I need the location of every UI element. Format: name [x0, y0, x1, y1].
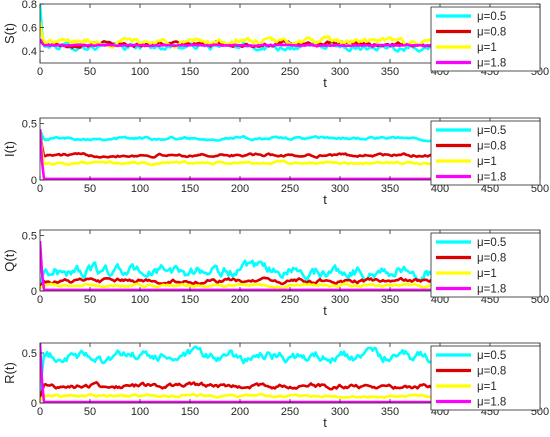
y-tick-label: 0.5 — [22, 348, 37, 360]
x-tick-label: 150 — [181, 294, 199, 306]
legend-label: μ=1 — [477, 156, 497, 168]
legend-label: μ=0.5 — [477, 11, 506, 23]
panel-2: 0 50 100 150 200 250 300 350 400 450 500 0 0.5 t I(t) μ… — [2, 117, 549, 207]
x-tick-label: 500 — [531, 183, 549, 195]
legend-label: μ=0.8 — [477, 141, 506, 153]
y-tick-label: 0 — [31, 398, 37, 410]
legend-label: μ=1 — [477, 268, 497, 280]
x-tick-label: 150 — [181, 183, 199, 195]
y-tick-label: 0.6 — [22, 23, 37, 35]
legend-label: μ=1.8 — [477, 58, 506, 70]
x-axis-label: t — [323, 75, 327, 90]
legend-label: μ=1 — [477, 42, 497, 54]
y-tick-label: 0.5 — [22, 231, 37, 243]
y-tick-label: 0 — [31, 286, 37, 298]
y-tick-label: 0 — [31, 175, 37, 187]
x-tick-label: 150 — [181, 66, 199, 78]
legend-box — [430, 345, 541, 411]
legend: μ=0.5 μ=0.8 μ=1 μ=1.8 — [430, 345, 541, 411]
x-tick-label: 300 — [331, 294, 349, 306]
legend-label: μ=0.5 — [477, 237, 506, 249]
legend-label: μ=1.8 — [477, 284, 506, 296]
x-tick-label: 250 — [281, 294, 299, 306]
x-tick-label: 350 — [381, 406, 399, 418]
x-tick-label: 250 — [281, 183, 299, 195]
x-tick-label: 100 — [131, 183, 149, 195]
x-tick-label: 300 — [331, 183, 349, 195]
x-tick-label: 100 — [131, 406, 149, 418]
legend: μ=0.5 μ=0.8 μ=1 μ=1.8 — [430, 120, 541, 186]
x-tick-label: 400 — [431, 183, 449, 195]
x-tick-label: 150 — [181, 406, 199, 418]
x-tick-label: 200 — [231, 183, 249, 195]
x-tick-label: 200 — [231, 66, 249, 78]
x-tick-label: 300 — [331, 406, 349, 418]
panel-3: 0 50 100 150 200 250 300 350 400 450 50000.5tQ(t)μ… — [2, 229, 549, 318]
legend-box — [430, 120, 541, 186]
x-tick-label: 100 — [131, 294, 149, 306]
x-tick-label: 350 — [381, 294, 399, 306]
legend-label: μ=1.8 — [477, 172, 506, 184]
legend-label: μ=0.8 — [477, 27, 506, 39]
x-tick-label: 200 — [231, 294, 249, 306]
x-tick-label: 0 — [37, 406, 43, 418]
x-tick-label: 100 — [131, 66, 149, 78]
x-tick-label: 0 — [37, 183, 43, 195]
x-tick-label: 50 — [84, 406, 96, 418]
y-axis-label: Q(t) — [2, 249, 17, 271]
y-axis-label: I(t) — [2, 141, 17, 157]
x-tick-label: 250 — [281, 66, 299, 78]
x-tick-label: 50 — [84, 183, 96, 195]
x-tick-label: 350 — [381, 66, 399, 78]
y-tick-label: 0.8 — [22, 0, 37, 11]
panel-4: 0 50 100 150 200 250 300 350 400 450 50000.5tR(t)μ… — [2, 342, 549, 430]
x-tick-label: 0 — [37, 66, 43, 78]
legend-label: μ=1.8 — [477, 397, 506, 409]
x-tick-label: 50 — [84, 294, 96, 306]
x-axis-label: t — [323, 415, 327, 430]
legend-label: μ=0.5 — [477, 350, 506, 362]
y-tick-label: 0.5 — [22, 119, 37, 131]
legend-box — [430, 6, 541, 72]
x-tick-label: 250 — [281, 406, 299, 418]
y-axis-label: R(t) — [2, 362, 17, 384]
x-tick-label: 350 — [381, 183, 399, 195]
x-tick-label: 200 — [231, 406, 249, 418]
legend: μ=0.5 μ=0.8 μ=1 μ=1.8 — [430, 232, 541, 298]
legend-label: μ=0.5 — [477, 125, 506, 137]
x-axis-label: t — [323, 303, 327, 318]
legend-label: μ=0.8 — [477, 253, 506, 265]
y-tick-label: 0.4 — [22, 46, 37, 58]
x-axis-label: t — [323, 192, 327, 207]
y-axis-label: S(t) — [2, 23, 17, 44]
legend: μ=0.5 μ=0.8 μ=1 μ=1.8 — [430, 6, 541, 72]
legend-box — [430, 232, 541, 298]
panel-1: 0 50 100 150 200 250 300 350 400 450 5000.40.60.8t… — [2, 0, 549, 90]
legend-label: μ=1 — [477, 381, 497, 393]
x-tick-label: 0 — [37, 294, 43, 306]
x-tick-label: 450 — [481, 183, 499, 195]
legend-label: μ=0.8 — [477, 366, 506, 378]
x-tick-label: 300 — [331, 66, 349, 78]
x-tick-label: 50 — [84, 66, 96, 78]
